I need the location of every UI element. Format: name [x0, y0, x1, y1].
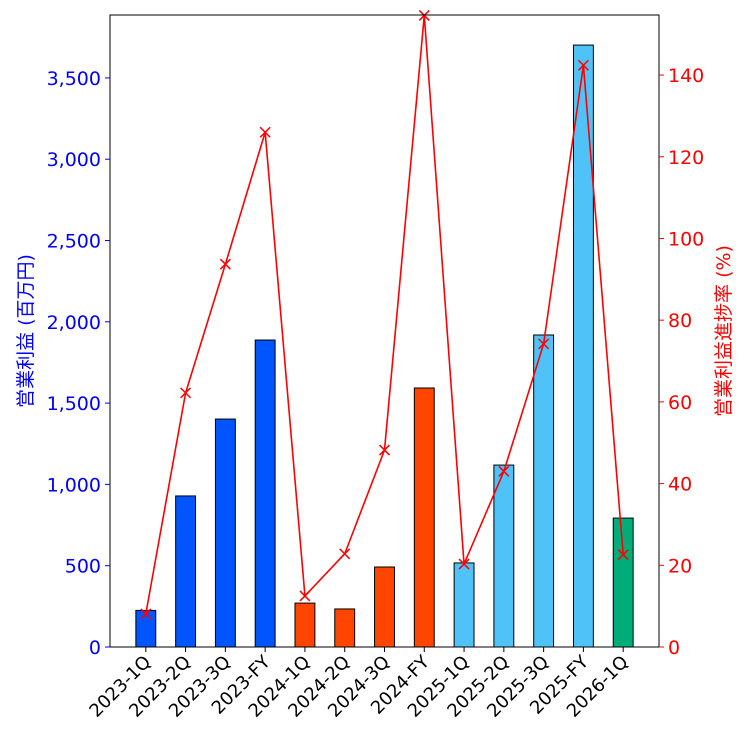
left-y-tick-label: 3,000 — [47, 149, 101, 171]
right-y-tick-label: 0 — [668, 637, 680, 659]
progress-rate-marker-2023-1Q — [140, 608, 152, 620]
progress-rate-marker-2024-1Q — [299, 590, 311, 602]
left-y-tick-label: 500 — [65, 556, 101, 578]
bar-2023-3Q — [214, 418, 236, 648]
bar-2024-1Q — [294, 602, 316, 648]
bar-2025-2Q — [493, 464, 515, 648]
bar-2023-2Q — [175, 495, 197, 648]
progress-rate-marker-2025-FY — [577, 59, 589, 71]
left-y-tick-label: 2,500 — [47, 231, 101, 253]
right-y-tick-label: 20 — [668, 555, 692, 577]
left-y-tick-label: 1,500 — [47, 393, 101, 415]
bar-2023-FY — [254, 339, 276, 648]
bar-2024-2Q — [334, 608, 356, 648]
right-y-tick-label: 140 — [668, 65, 704, 87]
bar-2025-FY — [572, 44, 594, 648]
bar-2026-1Q — [612, 517, 634, 648]
right-y-tick-label: 40 — [668, 474, 692, 496]
right-y-tick-label: 100 — [668, 228, 704, 250]
right-y-tick-label: 60 — [668, 392, 692, 414]
bar-2025-1Q — [453, 562, 475, 648]
bar-2024-3Q — [374, 566, 395, 648]
progress-rate-marker-2025-1Q — [458, 558, 470, 570]
progress-rate-marker-2026-1Q — [617, 549, 629, 561]
left-y-tick-label: 0 — [89, 637, 101, 659]
right-y-tick-label: 120 — [668, 147, 704, 169]
progress-rate-marker-2023-2Q — [180, 387, 192, 399]
progress-rate-marker-2025-3Q — [538, 338, 550, 350]
right-y-axis-label: 営業利益進捗率 (%) — [713, 245, 735, 417]
left-y-tick-label: 1,000 — [47, 474, 101, 496]
progress-rate-marker-2025-2Q — [498, 465, 510, 477]
progress-rate-marker-2023-3Q — [219, 258, 231, 270]
progress-rate-marker-2024-2Q — [339, 548, 351, 560]
bar-2024-FY — [413, 387, 435, 648]
progress-rate-marker-2024-3Q — [378, 444, 391, 456]
progress-rate-marker-2023-FY — [259, 126, 271, 138]
right-y-tick-label: 80 — [668, 310, 692, 332]
bar-2023-1Q — [135, 609, 157, 648]
left-y-tick-label: 2,000 — [47, 312, 101, 334]
bar-2025-3Q — [533, 334, 555, 648]
left-y-axis-label: 営業利益 (百万円) — [15, 254, 37, 408]
left-y-tick-label: 3,500 — [47, 68, 101, 90]
